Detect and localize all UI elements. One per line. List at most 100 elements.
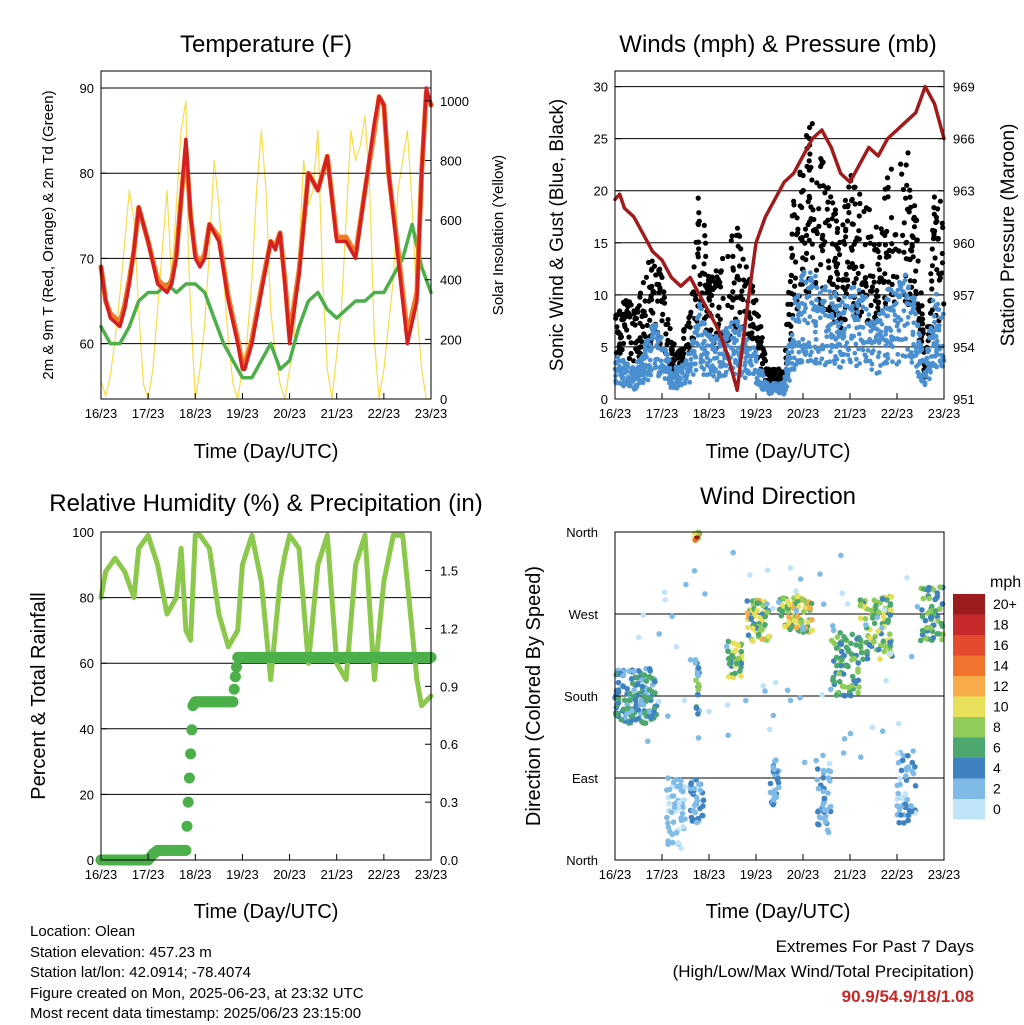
direction-point — [665, 838, 671, 844]
gust-point — [857, 200, 863, 207]
wind-point — [840, 352, 846, 358]
direction-point — [755, 631, 762, 638]
precip-point — [227, 696, 239, 708]
direction-point — [910, 770, 917, 777]
direction-point — [879, 596, 886, 602]
gust-point — [819, 160, 825, 166]
wind-point — [625, 374, 631, 380]
wind-point — [791, 355, 797, 361]
gust-point — [899, 171, 905, 177]
wind-point — [733, 337, 739, 343]
wind-point — [869, 349, 875, 355]
direction-point — [668, 809, 674, 815]
direction-point — [786, 614, 792, 620]
wind-point — [677, 375, 682, 380]
direction-point — [643, 678, 650, 684]
wind-point — [791, 339, 797, 344]
wind-point — [809, 300, 815, 306]
direction-point — [895, 760, 902, 766]
gust-point — [849, 247, 855, 253]
gust-point — [843, 234, 849, 240]
wind-point — [642, 342, 648, 347]
gust-point — [716, 305, 722, 311]
direction-point — [640, 702, 647, 708]
gust-point — [830, 200, 836, 206]
y-tick-label: 90 — [80, 81, 94, 96]
wind-point — [877, 311, 882, 317]
gust-point — [876, 241, 882, 247]
y-tick-label: 60 — [80, 656, 94, 671]
wind-point — [936, 325, 942, 331]
y-tick-label: North — [566, 525, 598, 540]
gust-point — [900, 186, 907, 193]
direction-point — [773, 757, 779, 763]
direction-point — [629, 680, 636, 687]
gust-point — [773, 368, 779, 374]
wind-point — [876, 370, 882, 375]
wind-point — [819, 305, 824, 311]
wind-point — [932, 362, 938, 368]
gust-point — [912, 216, 918, 222]
direction-point — [640, 612, 647, 618]
direction-point — [820, 788, 826, 795]
direction-point — [626, 690, 633, 697]
gust-point — [761, 356, 768, 362]
wind-point — [729, 320, 734, 326]
gust-point — [763, 366, 770, 372]
wind-point — [687, 379, 693, 385]
y2-tick-label: 960 — [953, 236, 975, 251]
gust-point — [931, 194, 938, 200]
direction-point — [778, 612, 785, 619]
gust-point — [738, 295, 744, 301]
gust-point — [908, 204, 914, 210]
x-tick-label: 18/23 — [693, 406, 726, 421]
wind-point — [665, 367, 671, 372]
wind-point — [863, 358, 869, 364]
gust-point — [627, 314, 633, 320]
x-tick-label: 21/23 — [834, 867, 867, 882]
wind-point — [824, 343, 830, 349]
direction-point — [738, 673, 744, 679]
wind-point — [714, 355, 720, 361]
gust-point — [842, 204, 848, 210]
gust-point — [792, 283, 798, 289]
wind-point — [924, 355, 930, 361]
direction-point — [910, 748, 916, 754]
wind-point — [727, 324, 733, 330]
direction-point — [885, 617, 891, 624]
temp-9m-line — [98, 89, 434, 368]
gust-point — [806, 237, 812, 243]
wind-point — [751, 351, 757, 357]
wind-point — [826, 324, 831, 329]
direction-point — [624, 686, 630, 692]
direction-point — [767, 780, 774, 787]
wind-point — [833, 293, 839, 299]
direction-point — [729, 652, 735, 659]
wind-point — [793, 295, 799, 301]
latlon-text: Station lat/lon: 42.0914; -78.4074 — [30, 964, 252, 981]
gust-point — [616, 311, 622, 317]
direction-point — [793, 607, 800, 614]
gust-point — [740, 256, 746, 262]
direction-point — [817, 571, 823, 577]
y-tick-label: North — [566, 853, 598, 868]
wind-point — [700, 341, 706, 346]
wind-point — [640, 371, 646, 377]
direction-point — [673, 830, 680, 836]
y-tick-label: 20 — [80, 787, 94, 802]
direction-point — [627, 697, 633, 704]
direction-point — [880, 638, 887, 644]
gust-point — [707, 279, 713, 285]
wind-point — [817, 315, 823, 321]
direction-point — [695, 681, 702, 688]
solar-line — [100, 100, 432, 400]
wind-point — [877, 337, 883, 343]
wind-point — [800, 336, 806, 342]
gust-point — [882, 195, 888, 201]
wind-point — [796, 340, 802, 345]
gust-point — [806, 167, 812, 173]
direction-point — [697, 805, 703, 812]
gust-point — [647, 317, 653, 323]
gust-point — [669, 350, 675, 357]
